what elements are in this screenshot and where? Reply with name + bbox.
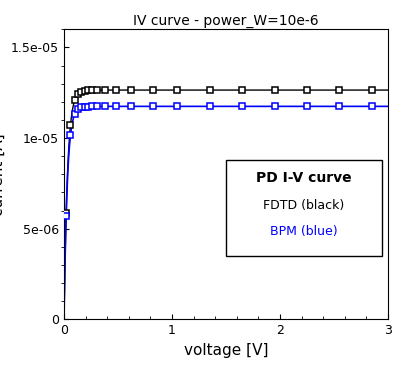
- Y-axis label: current [A]: current [A]: [0, 133, 6, 216]
- X-axis label: voltage [V]: voltage [V]: [184, 343, 268, 358]
- Title: IV curve - power_W=10e-6: IV curve - power_W=10e-6: [133, 14, 319, 28]
- Bar: [226, 160, 382, 255]
- Text: BPM (blue): BPM (blue): [270, 225, 338, 238]
- Text: FDTD (black): FDTD (black): [263, 199, 344, 212]
- Text: PD I-V curve: PD I-V curve: [256, 171, 352, 185]
